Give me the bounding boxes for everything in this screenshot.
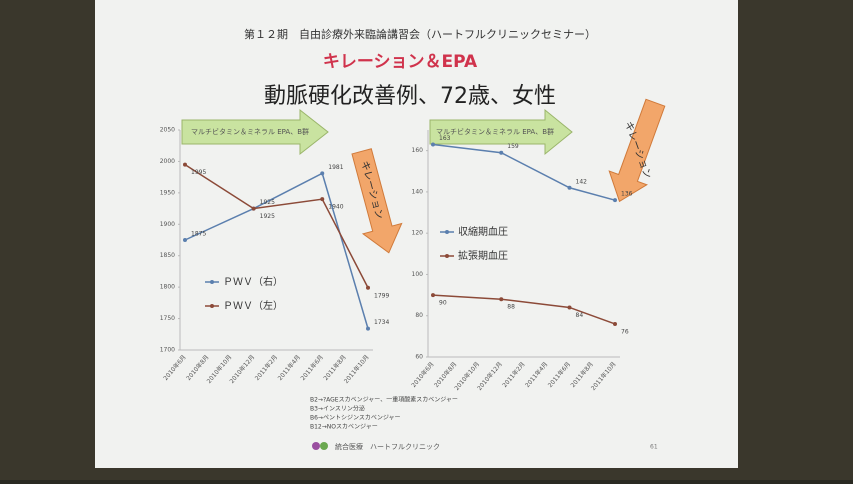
point <box>567 185 572 190</box>
y-tick-label: 1750 <box>160 315 175 322</box>
note: B2→?AGEスカベンジャー、一重項酸素スカベンジャー <box>310 396 458 404</box>
point <box>366 326 370 331</box>
point <box>183 238 187 242</box>
footer: 統合医療 ハートフルクリニック <box>335 442 440 451</box>
data-label: 1875 <box>191 231 206 238</box>
logo <box>312 442 320 450</box>
note: B3→インスリン分泌 <box>310 405 365 413</box>
series-line <box>432 143 616 201</box>
header: 第１２期 自由診療外来臨論講習会（ハートフルクリニックセミナー） <box>244 27 596 41</box>
point <box>183 162 187 167</box>
data-label: 1925 <box>260 199 275 206</box>
supplement-arrow-left <box>181 108 329 156</box>
y-tick-label: 1700 <box>160 347 175 354</box>
series-line <box>184 172 369 329</box>
y-tick-label: 160 <box>412 147 424 154</box>
series-line <box>184 163 369 289</box>
legend-label: ＰＷＶ（右） <box>223 275 283 288</box>
chelation-arrow-left <box>351 148 403 254</box>
arrow-label: マルチビタミン＆ミネラル EPA、B群 <box>191 127 309 136</box>
y-tick-label: 60 <box>415 354 423 361</box>
logo <box>320 442 328 450</box>
point <box>613 321 617 326</box>
point <box>499 297 504 302</box>
point <box>499 150 504 155</box>
point <box>613 198 617 203</box>
data-label: 1940 <box>328 204 343 211</box>
legend-marker <box>210 304 214 308</box>
legend-marker <box>210 280 214 284</box>
data-label: 1734 <box>374 319 389 326</box>
point <box>567 305 572 310</box>
point <box>431 142 435 147</box>
y-tick-label: 1850 <box>160 252 175 259</box>
title: キレーション＆EPA <box>323 52 478 72</box>
y-tick-label: 120 <box>412 230 424 237</box>
legend-marker <box>445 254 449 258</box>
legend-label: 拡張期血圧 <box>458 249 508 262</box>
data-label: 84 <box>576 312 584 319</box>
point <box>431 293 435 298</box>
y-tick-label: 100 <box>412 271 424 278</box>
y-tick-label: 2000 <box>160 158 175 165</box>
point <box>366 285 370 290</box>
y-tick-label: 1800 <box>160 284 175 291</box>
chelation-arrow-right <box>608 98 666 203</box>
y-tick-label: 2050 <box>160 127 175 134</box>
data-label: 1981 <box>328 164 343 171</box>
slide <box>95 0 738 468</box>
note: B12→NOスカベンジャー <box>310 424 378 431</box>
data-label: 76 <box>621 328 629 335</box>
page-number: 61 <box>650 444 658 451</box>
point <box>320 171 325 176</box>
legend-marker <box>445 230 449 234</box>
legend-label: 収縮期血圧 <box>458 225 508 238</box>
arrow-label: マルチビタミン＆ミネラル EPA、B群 <box>436 127 554 136</box>
data-label: 159 <box>507 143 519 150</box>
series-line <box>432 294 616 325</box>
point <box>320 197 325 202</box>
data-label: 1799 <box>374 292 389 299</box>
data-label: 136 <box>621 191 633 198</box>
data-label: 163 <box>439 135 451 142</box>
data-label: 1995 <box>191 169 206 176</box>
data-label: 142 <box>576 178 588 185</box>
y-tick-label: 1900 <box>160 221 175 228</box>
data-label: 1925 <box>260 213 275 220</box>
data-label: 90 <box>439 300 447 307</box>
data-label: 88 <box>507 304 515 311</box>
note: B6→ペントシジンスカベンジャー <box>310 415 401 422</box>
y-tick-label: 140 <box>412 188 424 195</box>
legend-label: ＰＷＶ（左） <box>223 299 283 312</box>
y-tick-label: 1950 <box>160 189 175 196</box>
point <box>251 206 256 211</box>
supplement-arrow-right <box>429 108 573 156</box>
y-tick-label: 80 <box>415 312 423 319</box>
subtitle: 動脈硬化改善例、72歳、女性 <box>264 84 556 109</box>
